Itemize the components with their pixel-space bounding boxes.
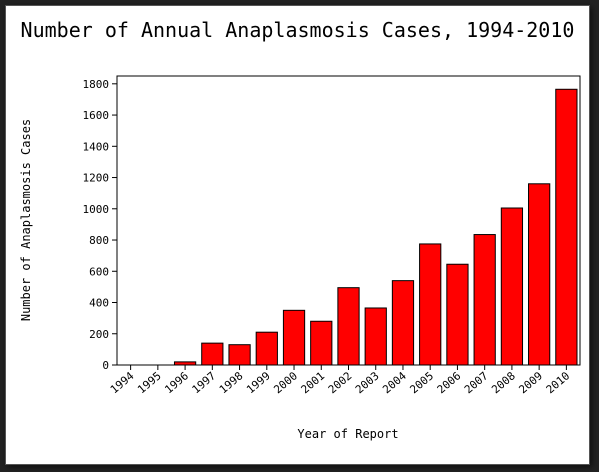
- y-tick-label: 1000: [83, 203, 110, 216]
- bar-2005: [419, 243, 442, 366]
- y-tick-label: 1400: [83, 140, 110, 153]
- x-tick-label-2008: 2008: [489, 369, 518, 396]
- y-tick-label: 1200: [83, 172, 110, 185]
- y-tick-label: 600: [89, 265, 109, 278]
- bars: [173, 88, 578, 366]
- bar-2001: [310, 320, 333, 366]
- y-tick-label: 1800: [83, 78, 110, 91]
- x-tick-label-2006: 2006: [435, 369, 464, 396]
- x-tick-label-2000: 2000: [271, 369, 300, 396]
- bar-2000: [282, 309, 306, 366]
- x-tick-label-1994: 1994: [108, 369, 137, 396]
- x-tick-label-2009: 2009: [516, 369, 545, 396]
- bar-2006: [446, 263, 469, 366]
- bar-1996: [173, 361, 197, 366]
- chart-title: Number of Annual Anaplasmosis Cases, 199…: [20, 18, 575, 42]
- x-tick-label-1997: 1997: [190, 369, 219, 396]
- x-tick-label-1995: 1995: [135, 369, 164, 396]
- bar-2008: [500, 207, 524, 366]
- x-tick-label-2002: 2002: [326, 369, 355, 396]
- x-tick-label-2010: 2010: [544, 369, 573, 396]
- y-axis-title: Number of Anaplasmosis Cases: [19, 119, 33, 321]
- x-tick-label-2003: 2003: [353, 369, 382, 396]
- bar-1999: [255, 331, 278, 366]
- y-tick-label: 400: [89, 297, 109, 310]
- x-tick-label-2001: 2001: [299, 369, 328, 396]
- bar-1997: [201, 342, 224, 366]
- chart-frame: Number of Annual Anaplasmosis Cases, 199…: [5, 5, 590, 465]
- x-tick-label-2007: 2007: [462, 369, 491, 396]
- bar-1998: [228, 344, 251, 366]
- x-tick-label-1999: 1999: [244, 369, 273, 396]
- y-tick-label: 800: [89, 234, 109, 247]
- y-tick-label: 200: [89, 328, 109, 341]
- bar-2009: [528, 183, 551, 366]
- x-tick-label-1996: 1996: [162, 369, 191, 396]
- y-tick-label: 0: [102, 359, 109, 372]
- x-axis-title: Year of Report: [297, 427, 398, 441]
- bar-2010: [555, 88, 578, 366]
- x-tick-label-2005: 2005: [407, 369, 436, 396]
- bar-2004: [391, 280, 415, 366]
- bar-2003: [364, 307, 387, 366]
- bar-2007: [473, 234, 496, 366]
- x-tick-label-2004: 2004: [380, 369, 409, 396]
- y-tick-label: 1600: [83, 109, 110, 122]
- bar-2002: [337, 287, 360, 366]
- y-axis: 0 200 400 600 800 1000 1200 1400 1600 1800: [83, 78, 117, 372]
- x-axis: 1994199519961997199819992000200120022003…: [108, 365, 572, 396]
- x-tick-label-1998: 1998: [217, 369, 246, 396]
